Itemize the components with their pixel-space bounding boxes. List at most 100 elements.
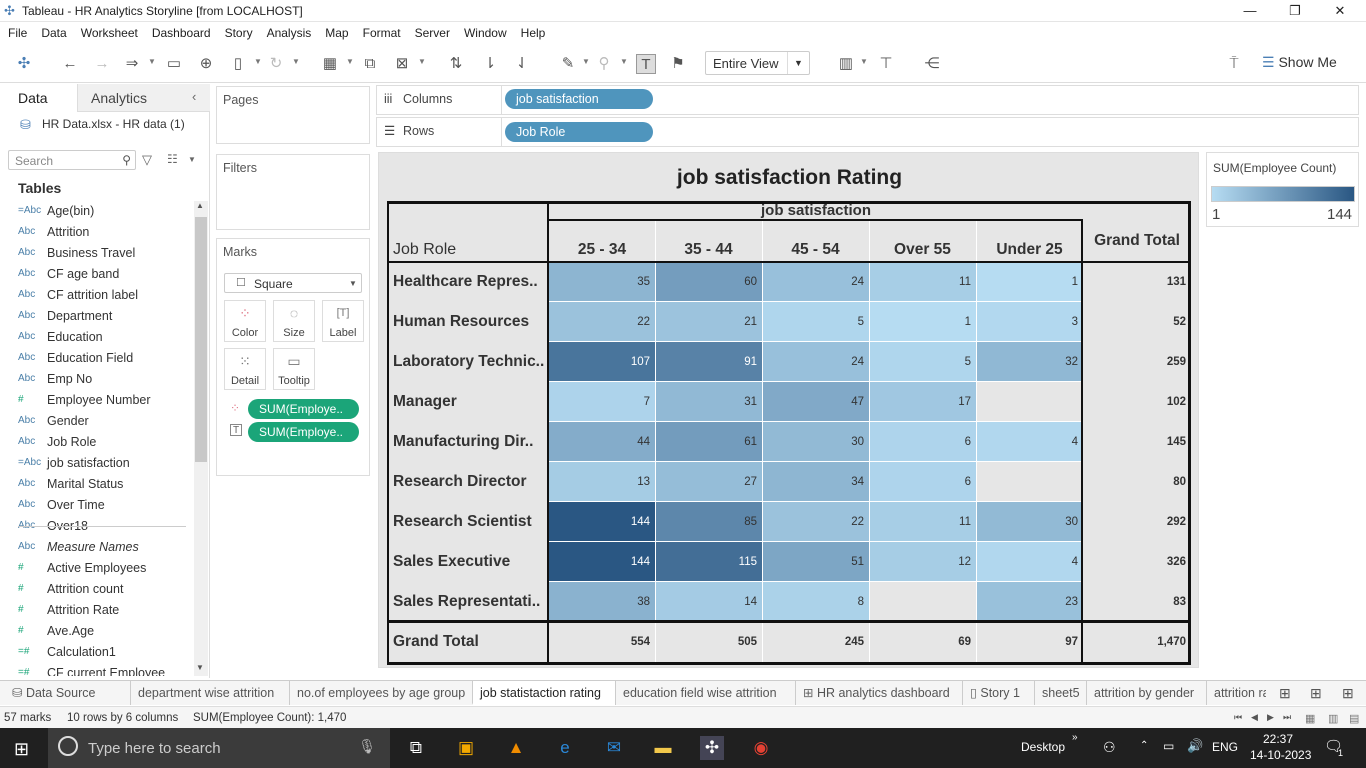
replay-icon[interactable]: ⇒ [125,55,139,72]
task-view-icon[interactable]: ⧉ [409,738,423,757]
notifications-icon[interactable]: 🗨 [1324,738,1344,755]
network-icon[interactable]: ▭ [1163,739,1175,753]
last-sheet-icon[interactable]: ⏭ [1283,712,1292,722]
language-indicator[interactable]: ENG [1212,740,1239,754]
heatmap-cell[interactable]: 30 [976,502,1083,542]
menu-item-format[interactable]: Format [362,26,401,40]
heatmap-cell[interactable]: 24 [762,342,869,382]
pause-updates-icon[interactable]: ▯ [233,55,243,72]
heatmap-cell[interactable]: 17 [869,382,976,422]
cards-icon[interactable]: ▥ [838,55,854,72]
field-item[interactable]: =Abc job satisfaction [0,453,190,474]
view-options-icon[interactable]: ☷ [167,152,178,166]
chevron-down-icon[interactable]: ▼ [254,57,262,66]
undo-icon[interactable]: ← [62,55,78,72]
tabs-view-icon[interactable]: ▤ [1349,713,1360,725]
color-button[interactable]: ⁘ Color [224,300,266,342]
desktop-toolbar[interactable]: Desktop [1021,740,1066,754]
heatmap-cell[interactable]: 12 [869,542,976,582]
heatmap-cell[interactable]: 144 [549,542,655,582]
taskbar-search[interactable]: Type here to search 🎙 [48,728,390,768]
sort-ascending-icon[interactable]: ⇂ [483,55,497,72]
volume-icon[interactable]: 🔊 [1187,738,1204,753]
new-dashboard-tab-icon[interactable]: ⊞ [1310,685,1322,701]
heatmap-cell[interactable]: 11 [869,262,976,302]
menu-item-server[interactable]: Server [414,26,450,40]
chevron-down-icon[interactable]: ▼ [418,57,426,66]
menu-item-window[interactable]: Window [463,26,507,40]
heatmap-cell[interactable]: 85 [655,502,762,542]
field-item[interactable]: =Abc Age(bin) [0,201,190,222]
heatmap-cell[interactable]: 7 [549,382,655,422]
minimize-button[interactable]: — [1243,3,1257,18]
new-worksheet-tab-icon[interactable]: ⊞ [1279,685,1291,701]
chrome-icon[interactable]: ◉ [753,738,769,757]
tableau-home-icon[interactable]: ✣ [17,55,31,72]
heatmap-cell[interactable]: 144 [549,502,655,542]
field-item[interactable]: # Attrition count [0,579,190,600]
chevron-up-icon[interactable]: ⌃ [1140,740,1149,751]
heatmap-cell[interactable]: 34 [762,462,869,502]
close-button[interactable]: ✕ [1334,3,1346,18]
heatmap-cell[interactable]: 44 [549,422,655,462]
presentation-icon[interactable]: ⊤ [879,55,893,72]
next-sheet-icon[interactable]: ▶ [1267,712,1274,722]
field-item[interactable]: # Ave.Age [0,621,190,642]
chevron-down-icon[interactable]: ▼ [188,155,196,164]
group-icon[interactable]: ⚲ [598,55,610,72]
columns-pill[interactable]: job satisfaction [505,89,653,109]
edge-icon[interactable]: e [560,738,570,757]
heatmap-cell[interactable]: 91 [655,342,762,382]
menu-item-data[interactable]: Data [41,26,67,40]
heatmap-cell[interactable]: 4 [976,422,1083,462]
field-item[interactable]: # Active Employees [0,558,190,579]
mark-type-select[interactable]: ☐ Square ▼ [224,273,362,293]
field-item[interactable]: Abc Education Field [0,348,190,369]
filmstrip-icon[interactable]: ▥ [1328,713,1339,725]
share-icon[interactable]: ⋲ [924,55,940,72]
windows-start-icon[interactable]: ⊞ [14,739,30,759]
sheet-tab[interactable]: job statistaction rating [472,681,615,705]
columns-shelf[interactable]: iii Columns job satisfaction [376,85,1359,115]
search-field[interactable]: Search ⚲ [8,150,136,170]
field-item[interactable]: Abc Emp No [0,369,190,390]
heatmap-cell[interactable]: 6 [869,462,976,502]
scroll-down-icon[interactable]: ▼ [196,663,204,672]
field-item[interactable]: Abc Education [0,327,190,348]
show-me-button[interactable]: ☰ Show Me [1262,54,1337,71]
heatmap-cell[interactable]: 115 [655,542,762,582]
tab-analytics[interactable]: Analytics [77,84,210,112]
field-item[interactable]: Abc Gender [0,411,190,432]
pages-card[interactable]: Pages [216,86,370,144]
menu-item-map[interactable]: Map [325,26,349,40]
heatmap-cell[interactable]: 11 [869,502,976,542]
heatmap-cell[interactable]: 22 [549,302,655,342]
vlc-icon[interactable]: ▲ [507,738,525,757]
heatmap-cell[interactable]: 24 [762,262,869,302]
heatmap-cell[interactable]: 35 [549,262,655,302]
store-icon[interactable]: ▣ [457,738,475,757]
heatmap-cell[interactable]: 107 [549,342,655,382]
save-icon[interactable]: ▭ [166,55,182,72]
heatmap-cell[interactable]: 5 [762,302,869,342]
chevron-right-icon[interactable]: » [1072,732,1078,743]
field-item[interactable]: Abc Job Role [0,432,190,453]
heatmap-cell[interactable] [976,462,1083,502]
field-item[interactable]: # Attrition Rate [0,600,190,621]
chevron-down-icon[interactable]: ▼ [346,57,354,66]
heatmap-cell[interactable]: 3 [976,302,1083,342]
filters-card[interactable]: Filters [216,154,370,230]
sheet-tab[interactable]: ⊞ HR analytics dashboard [795,681,962,705]
field-item[interactable]: Abc Over Time [0,495,190,516]
sheet-tab[interactable]: attrition ra [1206,681,1266,705]
heatmap-cell[interactable]: 38 [549,582,655,622]
scroll-up-icon[interactable]: ▲ [196,201,204,210]
sheet-tab[interactable]: no.of employees by age group [289,681,472,705]
scroll-thumb[interactable] [195,217,207,462]
microphone-icon[interactable]: 🎙 [358,738,376,754]
heatmap-cell[interactable]: 61 [655,422,762,462]
heatmap-cell[interactable]: 32 [976,342,1083,382]
clock-time[interactable]: 22:37 [1263,732,1294,746]
rows-pill[interactable]: Job Role [505,122,653,142]
prev-sheet-icon[interactable]: ◀ [1251,712,1258,722]
